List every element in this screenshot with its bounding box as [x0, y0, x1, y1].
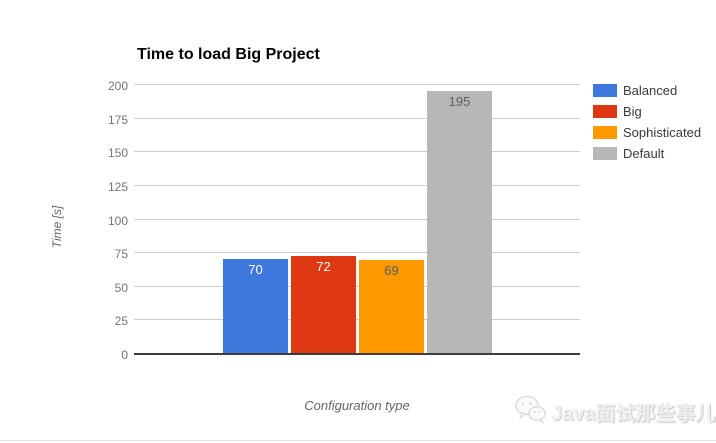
- bottom-divider: [0, 440, 716, 441]
- gridline-125: [134, 184, 580, 186]
- x-axis-title: Configuration type: [304, 398, 410, 413]
- gridline-150: [134, 151, 580, 153]
- gridline-200: [134, 84, 580, 85]
- legend-item-default: Default: [593, 146, 701, 161]
- watermark-text: Java面试那些事儿: [551, 403, 716, 425]
- bar-value-label: 70: [248, 261, 263, 277]
- gridline-75: [134, 252, 580, 254]
- gridline-25: [134, 319, 580, 321]
- y-tick-label-100: 100: [107, 213, 128, 228]
- legend-swatch: [593, 126, 617, 139]
- y-axis-ticks: 0 25 50 75 100 125 150 175 200: [0, 79, 128, 362]
- y-tick-label-0: 0: [121, 348, 128, 362]
- watermark: Java面试那些事儿: [514, 394, 716, 429]
- gridline-175: [134, 117, 580, 119]
- legend-label: Balanced: [623, 83, 678, 98]
- y-tick-label-75: 75: [114, 247, 128, 262]
- legend-swatch: [593, 84, 617, 97]
- y-tick-label-125: 125: [107, 179, 128, 194]
- y-tick-label-25: 25: [114, 314, 128, 329]
- legend-item-balanced: Balanced: [593, 83, 701, 98]
- bar-sophisticated: 69: [359, 260, 424, 353]
- legend-label: Sophisticated: [623, 125, 702, 140]
- chart-legend: Balanced Big Sophisticated Default: [593, 83, 702, 168]
- y-tick-label-150: 150: [107, 146, 128, 161]
- plot-area: 70 72 69 195: [134, 84, 580, 355]
- y-tick-label-200: 200: [107, 79, 128, 93]
- y-tick-label-50: 50: [114, 280, 128, 295]
- bar-balanced: 70: [223, 258, 288, 353]
- y-tick-label-175: 175: [107, 112, 128, 127]
- chart-title: Time to load Big Project: [137, 46, 320, 63]
- gridline-100: [134, 218, 580, 220]
- bar-big: 72: [291, 256, 356, 353]
- bar-value-label: 69: [384, 263, 399, 279]
- legend-swatch: [593, 147, 617, 160]
- legend-swatch: [593, 105, 617, 118]
- legend-item-big: Big: [593, 104, 701, 119]
- bar-default: 195: [427, 90, 492, 353]
- bar-value-label: 72: [316, 259, 331, 275]
- legend-label: Default: [623, 146, 665, 161]
- bar-value-label: 195: [448, 93, 471, 109]
- legend-label: Big: [623, 104, 642, 119]
- wechat-icon: [514, 394, 546, 429]
- gridline-50: [134, 285, 580, 287]
- legend-item-sophisticated: Sophisticated: [593, 125, 702, 140]
